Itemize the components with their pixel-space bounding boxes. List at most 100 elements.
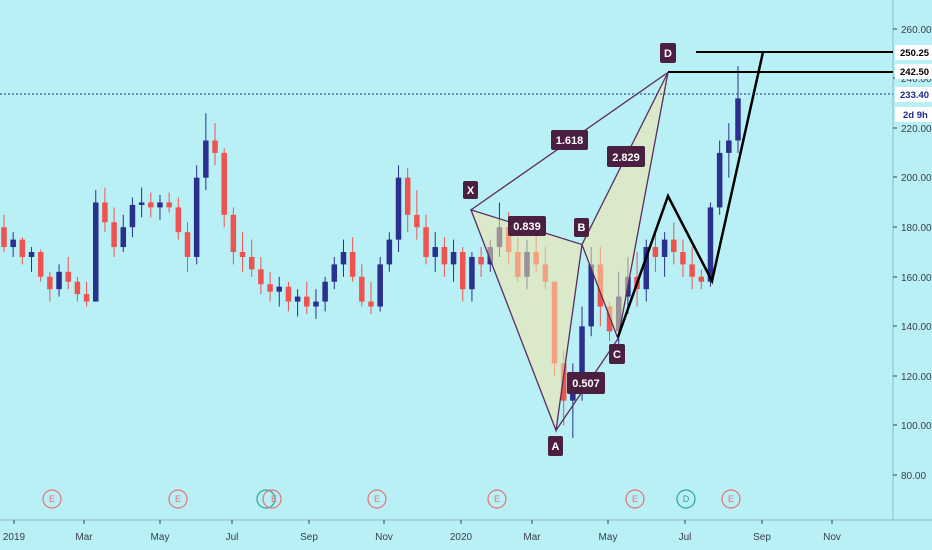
candle-up <box>432 247 438 257</box>
time-tick: 2019 <box>3 532 26 543</box>
earnings-icon[interactable]: E <box>487 489 507 509</box>
svg-text:D: D <box>683 494 690 504</box>
price-tick: 180.00 <box>901 223 932 234</box>
candle-down <box>248 256 255 270</box>
candle-up <box>716 152 723 208</box>
candle-down <box>560 363 567 401</box>
time-axis[interactable]: 2019 Mar May Jul Sep Nov 2020 Mar May Ju… <box>3 520 841 543</box>
ratio-bd: 2.829 <box>607 146 645 167</box>
svg-text:X: X <box>467 185 475 197</box>
candle-down <box>680 252 686 265</box>
earnings-icon[interactable]: E <box>721 489 741 509</box>
price-tick: 80.00 <box>901 471 926 482</box>
candle-down <box>652 247 659 257</box>
candle-up <box>726 140 732 153</box>
events-row: E E E E E E D E <box>42 489 741 509</box>
candle-down <box>285 286 292 302</box>
candle-down <box>221 152 227 215</box>
candle-up <box>203 140 209 178</box>
candle-up <box>313 301 319 307</box>
svg-text:242.50: 242.50 <box>900 67 929 78</box>
time-tick: 2020 <box>450 532 473 543</box>
candle-up <box>661 239 668 257</box>
projection-path <box>616 51 765 338</box>
price-tick: 240.00 <box>901 74 932 85</box>
price-tick: 140.00 <box>901 322 932 333</box>
svg-text:1.618: 1.618 <box>556 135 584 147</box>
earnings-icon[interactable]: E <box>262 489 282 509</box>
price-tick: 100.00 <box>901 421 932 432</box>
candle-up <box>157 202 163 208</box>
price-tick: 200.00 <box>901 173 932 184</box>
candle-down <box>111 222 117 248</box>
candle-up <box>276 286 283 292</box>
svg-text:E: E <box>49 494 55 504</box>
dividend-icon[interactable] <box>256 489 276 509</box>
candle-down <box>689 264 695 277</box>
candle-up <box>450 252 457 265</box>
time-tick: May <box>151 532 170 543</box>
svg-text:233.40: 233.40 <box>900 90 929 101</box>
price-tag-last: 233.40 <box>895 87 932 102</box>
earnings-icon[interactable]: E <box>625 489 645 509</box>
time-tick: Mar <box>75 532 93 543</box>
countdown-tag: 2d 9h <box>895 107 932 122</box>
candle-up <box>193 177 200 257</box>
candle-down <box>230 214 237 252</box>
candle-down <box>37 252 44 277</box>
candle-up <box>386 239 393 265</box>
label-c: C <box>609 344 625 364</box>
candle-up <box>707 207 714 282</box>
svg-text:D: D <box>664 48 672 60</box>
svg-text:E: E <box>728 494 734 504</box>
svg-text:E: E <box>271 494 277 504</box>
svg-text:E: E <box>175 494 181 504</box>
candle-down <box>267 284 273 292</box>
candle-down <box>414 214 420 228</box>
candle-down <box>166 202 172 208</box>
time-tick: May <box>599 532 618 543</box>
svg-text:B: B <box>578 222 586 234</box>
projection-lines <box>616 51 893 338</box>
candle-up <box>10 239 16 248</box>
svg-text:E: E <box>632 494 638 504</box>
earnings-icon[interactable]: E <box>367 489 387 509</box>
svg-text:0.839: 0.839 <box>513 221 541 233</box>
candle-up <box>120 227 127 248</box>
price-tag-242: 242.50 <box>895 64 932 79</box>
candle-down <box>148 202 154 208</box>
candle-up <box>92 202 99 302</box>
candle-up <box>138 202 145 205</box>
price-tag-250: 250.25 <box>895 45 932 60</box>
candle-down <box>1 227 7 248</box>
candle-down <box>698 276 705 282</box>
time-tick: Mar <box>523 532 541 543</box>
time-tick: Jul <box>679 532 692 543</box>
candle-up <box>643 247 650 290</box>
candle-down <box>65 271 71 282</box>
candle-down <box>459 252 466 290</box>
candle-down <box>349 252 356 277</box>
candle-up <box>294 296 301 302</box>
candle-down <box>478 256 484 265</box>
candle-up <box>588 264 594 327</box>
earnings-icon[interactable]: E <box>168 489 188 509</box>
candle-down <box>423 227 429 257</box>
price-axis[interactable]: 260.00 240.00 220.00 200.00 180.00 160.0… <box>893 25 932 482</box>
candle-down <box>175 207 182 233</box>
ratio-xb: 0.839 <box>508 216 546 236</box>
candle-down <box>83 294 90 302</box>
candle-up <box>395 177 402 240</box>
svg-text:E: E <box>494 494 500 504</box>
time-tick: Nov <box>375 532 393 543</box>
price-tick: 260.00 <box>901 25 932 36</box>
candle-down <box>74 281 81 295</box>
label-x: X <box>463 181 478 199</box>
candle-down <box>239 252 246 257</box>
earnings-icon[interactable]: E <box>42 489 62 509</box>
svg-text:250.25: 250.25 <box>900 48 930 59</box>
dividend-icon[interactable]: D <box>676 489 696 509</box>
candle-down <box>404 177 411 215</box>
candle-up <box>579 326 585 376</box>
